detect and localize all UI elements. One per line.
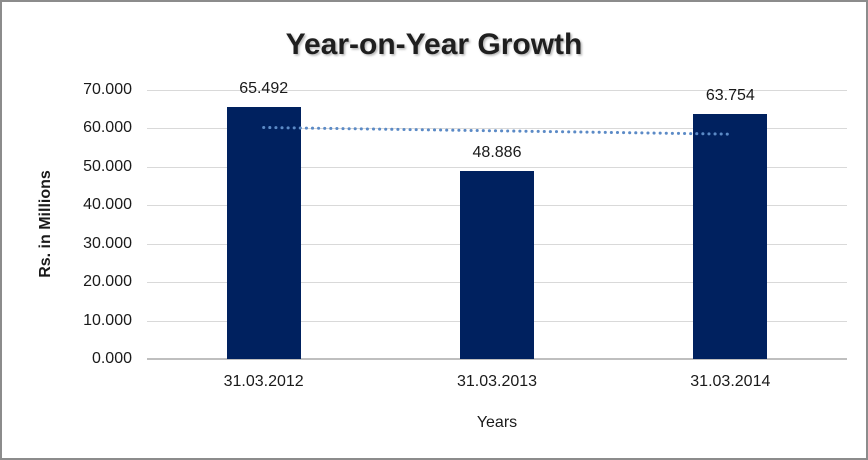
x-axis-title: Years bbox=[476, 414, 518, 431]
x-tick-label: 31.03.2014 bbox=[690, 373, 771, 390]
y-axis-title: Rs. in Millions bbox=[37, 170, 54, 278]
y-tick-label: 70.000 bbox=[83, 81, 132, 98]
y-tick-label: 50.000 bbox=[83, 157, 132, 175]
x-axis-line bbox=[147, 358, 847, 360]
bar-value-label: 65.492 bbox=[239, 80, 289, 98]
bar-value-label: 48.886 bbox=[472, 144, 522, 162]
chart-title: Year-on-Year Growth bbox=[285, 28, 583, 61]
y-tick-label: 40.000 bbox=[83, 196, 132, 214]
gridline bbox=[147, 166, 847, 168]
y-tick-label: 20.000 bbox=[83, 273, 132, 291]
y-tick-label: 0.000 bbox=[91, 350, 132, 367]
y-tick-label: 10.000 bbox=[83, 311, 132, 329]
bar-value-label: 63.754 bbox=[705, 87, 755, 105]
gridline bbox=[147, 90, 847, 91]
y-tick-label: 60.000 bbox=[83, 119, 132, 137]
bar-31.03.2014 bbox=[693, 114, 768, 359]
x-tick-label: 31.03.2012 bbox=[223, 373, 304, 390]
bar-31.03.2012 bbox=[226, 107, 301, 359]
x-tick-label: 31.03.2013 bbox=[456, 373, 538, 390]
trendline bbox=[262, 125, 732, 136]
plot-area: 65.492 48.886 63.754 bbox=[147, 80, 847, 360]
gridline bbox=[147, 128, 847, 130]
bar-31.03.2013 bbox=[460, 171, 534, 359]
y-tick-label: 30.000 bbox=[83, 234, 132, 252]
